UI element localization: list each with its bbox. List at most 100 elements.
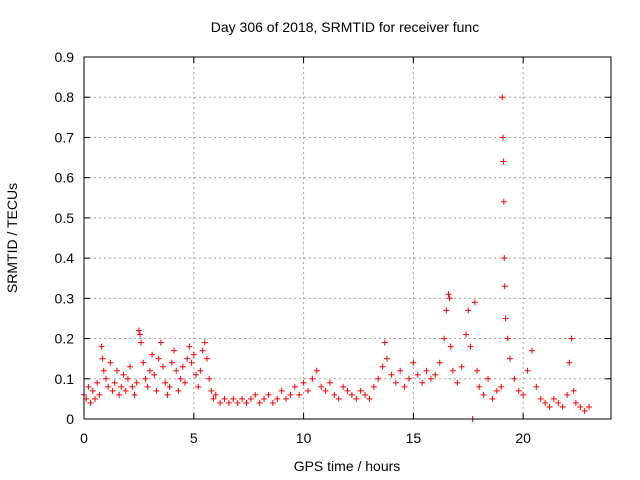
data-point xyxy=(261,395,268,402)
data-point xyxy=(568,335,575,342)
chart-title: Day 306 of 2018, SRMTID for receiver fun… xyxy=(211,19,479,35)
data-point xyxy=(499,94,506,101)
data-point xyxy=(528,347,535,354)
data-point xyxy=(506,355,513,362)
data-point xyxy=(120,371,127,378)
data-point xyxy=(177,375,184,382)
data-point xyxy=(239,395,246,402)
data-point xyxy=(397,367,404,374)
data-point xyxy=(542,399,549,406)
data-point xyxy=(362,391,369,398)
data-point xyxy=(313,367,320,374)
data-point xyxy=(340,383,347,390)
data-point xyxy=(166,383,173,390)
data-point xyxy=(116,391,123,398)
data-point xyxy=(225,399,232,406)
data-point xyxy=(287,391,294,398)
data-point xyxy=(221,395,228,402)
data-point xyxy=(423,367,430,374)
data-point xyxy=(392,379,399,386)
data-point xyxy=(98,343,105,350)
data-point xyxy=(326,379,333,386)
data-point xyxy=(447,343,454,350)
data-point xyxy=(109,387,116,394)
data-point xyxy=(99,355,106,362)
data-point xyxy=(217,399,224,406)
data-point xyxy=(151,371,158,378)
data-point xyxy=(443,307,450,314)
y-tick-label: 0.8 xyxy=(55,89,75,105)
data-point xyxy=(175,387,182,394)
data-point xyxy=(171,347,178,354)
data-point xyxy=(485,375,492,382)
data-point xyxy=(379,363,386,370)
x-axis-label: GPS time / hours xyxy=(294,458,401,474)
x-tick-label: 5 xyxy=(190,430,198,446)
axis-ticks: 0 0.1 0.2 0.3 0.4 0.5 0.6 0.7 0.8 0.9 0 5 10 15 20 xyxy=(55,49,611,446)
data-point xyxy=(131,391,138,398)
data-point xyxy=(208,387,215,394)
data-point xyxy=(414,371,421,378)
data-point xyxy=(190,351,197,358)
data-point xyxy=(465,307,472,314)
data-point xyxy=(199,347,206,354)
data-point xyxy=(370,383,377,390)
data-point xyxy=(537,395,544,402)
data-point xyxy=(155,355,162,362)
data-point xyxy=(533,383,540,390)
data-point xyxy=(577,403,584,410)
data-point xyxy=(212,391,219,398)
data-point xyxy=(566,359,573,366)
data-point xyxy=(182,379,189,386)
plot-frame xyxy=(83,56,612,420)
data-point xyxy=(586,403,593,410)
data-point xyxy=(458,363,465,370)
data-point xyxy=(501,283,508,290)
data-point xyxy=(247,395,254,402)
data-point xyxy=(113,367,120,374)
data-point xyxy=(570,387,577,394)
data-point xyxy=(511,375,518,382)
data-point xyxy=(498,383,505,390)
data-point xyxy=(252,391,259,398)
data-point xyxy=(405,375,412,382)
data-point xyxy=(111,379,118,386)
y-tick-label: 0 xyxy=(66,411,74,427)
data-point xyxy=(146,367,153,374)
x-tick-label: 15 xyxy=(406,430,422,446)
data-point xyxy=(96,391,103,398)
data-point xyxy=(331,391,338,398)
data-point xyxy=(105,383,112,390)
data-point xyxy=(471,299,478,306)
data-point xyxy=(353,395,360,402)
data-point xyxy=(133,379,140,386)
data-point xyxy=(85,383,92,390)
data-point xyxy=(87,399,94,406)
data-point xyxy=(427,375,434,382)
data-point xyxy=(489,395,496,402)
data-point xyxy=(186,343,193,350)
data-point xyxy=(234,399,241,406)
data-point xyxy=(243,399,250,406)
data-point xyxy=(499,134,506,141)
x-tick-label: 20 xyxy=(515,430,531,446)
data-point xyxy=(122,387,129,394)
data-point xyxy=(210,395,217,402)
data-point xyxy=(102,375,109,382)
data-point xyxy=(91,395,98,402)
data-point xyxy=(467,343,474,350)
data-point xyxy=(581,407,588,414)
data-point xyxy=(366,395,373,402)
data-point xyxy=(564,391,571,398)
y-tick-label: 0.7 xyxy=(55,129,75,145)
data-point xyxy=(348,391,355,398)
data-point xyxy=(127,363,134,370)
data-point xyxy=(283,395,290,402)
data-point xyxy=(445,291,452,298)
data-point xyxy=(124,375,131,382)
data-point xyxy=(304,387,311,394)
data-point xyxy=(309,375,316,382)
data-point xyxy=(555,399,562,406)
data-point xyxy=(436,359,443,366)
